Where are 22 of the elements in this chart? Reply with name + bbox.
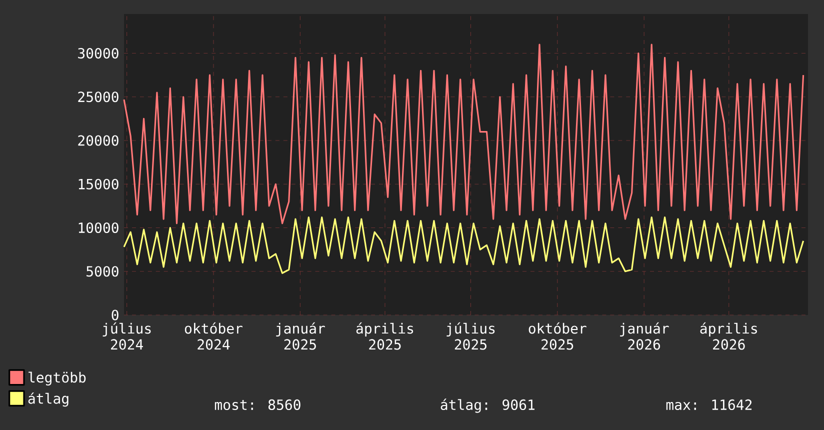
text: átlag: 9061	[440, 398, 534, 413]
x-tick-label: július 2024	[102, 322, 151, 350]
y-tick-label: 30000	[78, 48, 118, 59]
y-tick-label: 20000	[78, 135, 118, 146]
x-tick-label: január 2025	[276, 322, 325, 350]
x-tick-label: január 2026	[620, 322, 669, 350]
legend-label: legtöbb	[28, 372, 86, 386]
x-tick-label: július 2025	[446, 322, 495, 350]
text: max: 11642	[666, 399, 752, 410]
text: most: 8560	[214, 399, 300, 410]
y-tick-label: 10000	[78, 222, 118, 234]
x-tick-label: október 2025	[528, 322, 586, 350]
x-tick-label: április 2026	[700, 322, 757, 350]
line-series	[123, 44, 804, 224]
y-tick-label: 15000	[78, 178, 118, 190]
y-tick-label: 0	[112, 310, 118, 320]
x-tick-label: április 2025	[356, 322, 414, 350]
legend-label: átlag	[28, 392, 68, 407]
y-tick-label: 5000	[86, 266, 118, 277]
line-series	[123, 216, 804, 274]
x-tick-label: október 2024	[184, 322, 242, 350]
y-tick-label: 25000	[78, 92, 118, 102]
